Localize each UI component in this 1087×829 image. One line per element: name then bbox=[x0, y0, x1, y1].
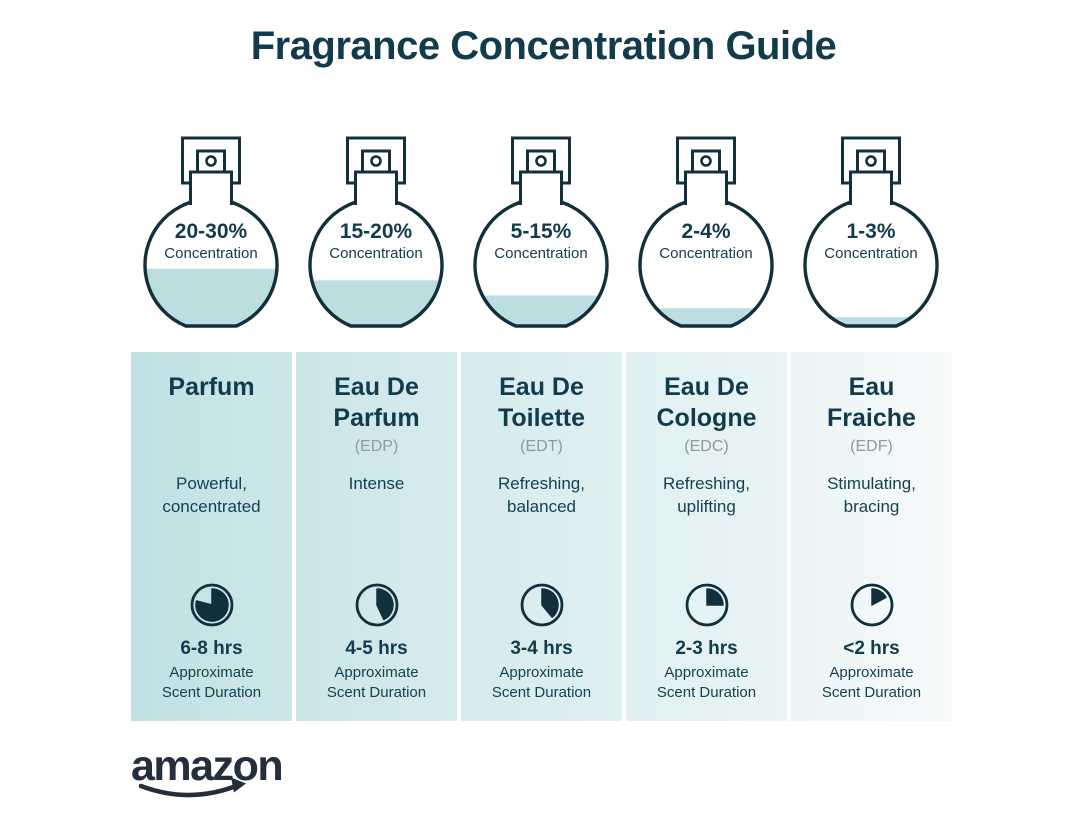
bottle-concentration-label: Concentration bbox=[494, 245, 587, 262]
fragrance-card: Eau Fraiche (EDF) Stimulating, bracing <… bbox=[791, 352, 952, 721]
bottle-concentration-label: Concentration bbox=[659, 245, 752, 262]
duration-caption: Approximate Scent Duration bbox=[656, 664, 757, 701]
bottle-neck bbox=[849, 170, 893, 205]
fragrance-description: Powerful, concentrated bbox=[162, 474, 261, 516]
fragrance-name: Eau Fraiche bbox=[827, 373, 916, 432]
clock-pie bbox=[705, 588, 724, 606]
fragrance-abbreviation: (EDP) bbox=[354, 438, 399, 455]
bottle-figure: 15-20% Concentration bbox=[296, 136, 457, 332]
amazon-wordmark: amazon bbox=[131, 742, 282, 790]
fragrance-name: Eau De Toilette bbox=[497, 373, 586, 432]
smile-arrow-icon bbox=[138, 781, 244, 798]
duration-caption: Approximate Scent Duration bbox=[326, 664, 427, 701]
clock-pie bbox=[540, 588, 559, 619]
spray-bottle-icon: 1-3% Concentration bbox=[803, 136, 939, 328]
nozzle-hole-icon bbox=[205, 155, 217, 167]
columns-grid: 20-30% Concentration Parfum Powerful, co… bbox=[131, 136, 952, 721]
spray-bottle-icon: 15-20% Concentration bbox=[308, 136, 444, 328]
fragrance-description: Intense bbox=[348, 474, 405, 493]
nozzle-hole-icon bbox=[535, 155, 547, 167]
bottle-body bbox=[640, 199, 772, 326]
bottle-concentration-label: Concentration bbox=[164, 245, 257, 262]
bottle-liquid bbox=[309, 280, 442, 326]
nozzle-hole-icon bbox=[865, 155, 877, 167]
duration-caption: Approximate Scent Duration bbox=[161, 664, 262, 701]
fragrance-column: 15-20% Concentration Eau De Parfum (EDP)… bbox=[296, 136, 457, 721]
spray-bottle-icon: 5-15% Concentration bbox=[473, 136, 609, 328]
bottle-concentration: 1-3% bbox=[846, 220, 895, 243]
fragrance-column: 1-3% Concentration Eau Fraiche (EDF) Sti… bbox=[791, 136, 952, 721]
scent-duration: <2 hrs bbox=[843, 638, 900, 659]
bottle-neck bbox=[519, 170, 563, 205]
clock-icon-wrap bbox=[849, 582, 895, 628]
scent-duration: 4-5 hrs bbox=[345, 638, 408, 659]
bottle-figure: 2-4% Concentration bbox=[626, 136, 787, 332]
bottle-figure: 1-3% Concentration bbox=[791, 136, 952, 332]
clock-pie bbox=[375, 588, 394, 621]
clock-icon bbox=[685, 583, 728, 627]
fragrance-card: Eau De Parfum (EDP) Intense 4-5 hrs Appr… bbox=[296, 352, 457, 721]
fragrance-abbreviation: (EDC) bbox=[684, 438, 729, 455]
bottle-concentration: 20-30% bbox=[175, 220, 248, 243]
clock-icon bbox=[850, 583, 893, 627]
fragrance-name: Eau De Parfum bbox=[333, 373, 420, 432]
bottle-concentration-label: Concentration bbox=[824, 245, 917, 262]
page-title: Fragrance Concentration Guide bbox=[250, 24, 837, 68]
fragrance-card: Eau De Cologne (EDC) Refreshing, uplifti… bbox=[626, 352, 787, 721]
bottle-concentration: 15-20% bbox=[340, 220, 413, 243]
bottle-body bbox=[805, 199, 937, 326]
scent-duration: 3-4 hrs bbox=[510, 638, 573, 659]
clock-icon-wrap bbox=[519, 582, 565, 628]
spray-bottle-icon: 20-30% Concentration bbox=[143, 136, 279, 328]
bottle-concentration: 5-15% bbox=[511, 220, 572, 243]
bottle-neck bbox=[189, 170, 233, 205]
clock-icon bbox=[190, 583, 233, 627]
clock-icon-wrap bbox=[189, 582, 235, 628]
amazon-logo: amazon bbox=[131, 740, 321, 809]
bottle-neck bbox=[684, 170, 728, 205]
scent-duration: 6-8 hrs bbox=[180, 638, 243, 659]
duration-caption: Approximate Scent Duration bbox=[821, 664, 922, 701]
scent-duration: 2-3 hrs bbox=[675, 638, 738, 659]
duration-caption: Approximate Scent Duration bbox=[491, 664, 592, 701]
bottle-liquid bbox=[804, 317, 937, 326]
fragrance-column: 5-15% Concentration Eau De Toilette (EDT… bbox=[461, 136, 622, 721]
fragrance-description: Refreshing, uplifting bbox=[663, 474, 750, 516]
bottle-body bbox=[475, 199, 607, 326]
fragrance-name: Parfum bbox=[168, 373, 255, 401]
clock-icon-wrap bbox=[354, 582, 400, 628]
bottle-figure: 5-15% Concentration bbox=[461, 136, 622, 332]
fragrance-abbreviation: (EDT) bbox=[520, 438, 563, 455]
clock-icon bbox=[520, 583, 563, 627]
fragrance-name: Eau De Cologne bbox=[656, 373, 757, 432]
fragrance-description: Refreshing, balanced bbox=[498, 474, 585, 516]
spray-bottle-icon: 2-4% Concentration bbox=[638, 136, 774, 328]
clock-pie bbox=[194, 588, 229, 622]
fragrance-column: 2-4% Concentration Eau De Cologne (EDC) … bbox=[626, 136, 787, 721]
clock-pie bbox=[870, 588, 887, 606]
amazon-logo-svg: amazon bbox=[131, 742, 284, 798]
bottle-concentration-label: Concentration bbox=[329, 245, 422, 262]
fragrance-card: Eau De Toilette (EDT) Refreshing, balanc… bbox=[461, 352, 622, 721]
fragrance-abbreviation: (EDF) bbox=[850, 438, 893, 455]
nozzle-hole-icon bbox=[700, 155, 712, 167]
fragrance-column: 20-30% Concentration Parfum Powerful, co… bbox=[131, 136, 292, 721]
bottle-liquid bbox=[144, 268, 277, 326]
bottle-neck bbox=[354, 170, 398, 205]
fragrance-card: Parfum Powerful, concentrated 6-8 hrs Ap… bbox=[131, 352, 292, 721]
nozzle-hole-icon bbox=[370, 155, 382, 167]
clock-icon-wrap bbox=[684, 582, 730, 628]
smile-arrowhead-icon bbox=[231, 777, 246, 793]
bottle-figure: 20-30% Concentration bbox=[131, 136, 292, 332]
fragrance-description: Stimulating, bracing bbox=[827, 474, 916, 516]
bottle-concentration: 2-4% bbox=[681, 220, 730, 243]
clock-icon bbox=[355, 583, 398, 627]
